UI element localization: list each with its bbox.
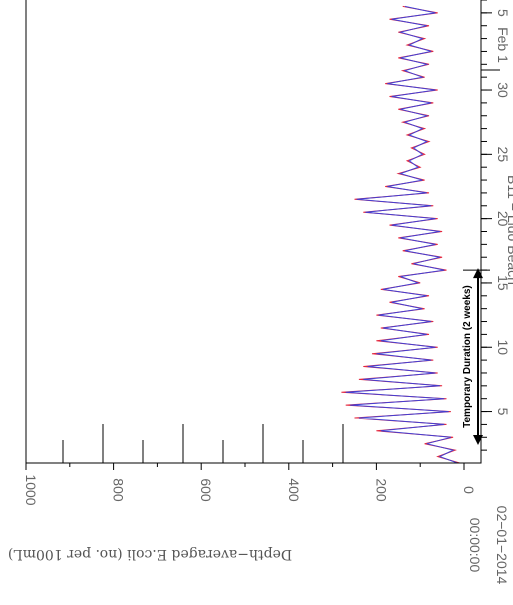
plot-layer xyxy=(341,5,460,464)
x-origin-date-label: 02−01−2014 xyxy=(494,506,510,585)
duration-arrow-head-bottom xyxy=(473,435,483,445)
x-tick-label-6: 5 xyxy=(495,9,511,17)
axis-layer xyxy=(25,0,500,470)
y-tick-label-3: 600 xyxy=(198,478,214,502)
x-tick-label-5: 30 xyxy=(495,82,511,98)
y-tick-label-0: 0 xyxy=(461,486,477,494)
y-tick-label-2: 400 xyxy=(286,478,302,502)
value-axis-title: Depth−averaged E.coli (no. per 100mL) xyxy=(8,546,292,562)
x-origin-time-label: 00:00:00 xyxy=(467,518,483,573)
x-tick-label-4: 25 xyxy=(495,147,511,163)
duration-annotation: Temporary Duration (2 weeks) xyxy=(462,285,473,428)
y-tick-label-5: 1000 xyxy=(23,474,39,505)
x-tick-label-2: 15 xyxy=(495,275,511,291)
plot-frame xyxy=(25,0,482,464)
month-label: Feb 1 xyxy=(495,27,511,63)
x-tick-label-1: 10 xyxy=(495,339,511,355)
x-tick-label-0: 5 xyxy=(495,408,511,416)
series-line-0 xyxy=(341,5,460,464)
site-label: B11 − Lido Beach xyxy=(505,175,513,285)
duration-arrow-head-top xyxy=(473,268,483,279)
y-tick-label-4: 800 xyxy=(111,478,127,502)
y-tick-label-1: 200 xyxy=(373,478,389,502)
text-layer: 0 200 400 600 800 1000 5 10 15 20 25 30 5 Feb 1 Tempor… xyxy=(8,9,513,585)
series-line-1 xyxy=(345,5,458,464)
x-tick-label-3: 20 xyxy=(495,211,511,227)
